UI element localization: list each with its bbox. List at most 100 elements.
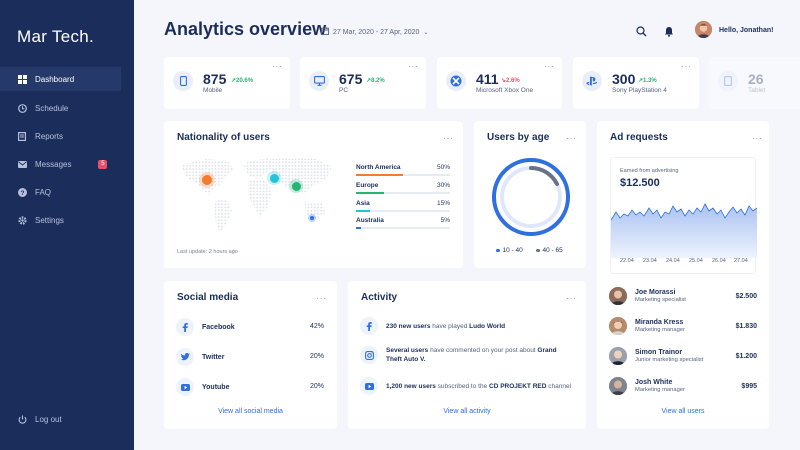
ad-subtitle: Earned from advertising xyxy=(620,168,679,174)
nationality-row: North America 50% xyxy=(356,164,450,176)
messages-badge: 5 xyxy=(98,159,108,169)
avatar xyxy=(609,377,627,395)
region-pct: 50% xyxy=(436,164,450,171)
card-title: Social media xyxy=(177,292,239,303)
calendar-icon xyxy=(321,27,329,37)
activity-item[interactable]: 230 new users have played Ludo World xyxy=(360,317,575,335)
legend-item: 10 - 40 xyxy=(496,247,523,254)
activity-text: 1,200 new users subscribed to the CD PRO… xyxy=(386,382,572,390)
users-by-age-card: Users by age ··· 10 - 40 40 - 65 xyxy=(474,121,586,268)
marker-north-america[interactable] xyxy=(199,172,215,188)
marker-europe[interactable] xyxy=(289,179,303,193)
sidebar-item-label: Dashboard xyxy=(35,74,75,84)
avatar xyxy=(609,287,627,305)
search-button[interactable] xyxy=(636,24,648,37)
sidebar: Mar Tech. Dashboard Schedule Reports Mes… xyxy=(0,0,134,450)
notifications-button[interactable] xyxy=(664,24,676,37)
region-bar xyxy=(356,210,371,212)
stat-change: ↘2.6% xyxy=(501,78,520,84)
user-name: Joe Morassi xyxy=(635,289,676,296)
card-title: Activity xyxy=(361,292,398,303)
more-options-icon[interactable]: ··· xyxy=(272,61,283,71)
page-title: Analytics overview xyxy=(164,19,327,39)
more-options-icon[interactable]: ··· xyxy=(408,61,419,71)
ad-amount: $12.500 xyxy=(620,177,660,189)
logout-button[interactable]: Log out xyxy=(0,407,121,431)
user-avatar[interactable] xyxy=(695,21,712,38)
more-options-icon[interactable]: ··· xyxy=(443,133,454,143)
x-tick-label: 26.04 xyxy=(712,258,726,264)
more-options-icon[interactable]: ··· xyxy=(566,133,577,143)
sidebar-item-schedule[interactable]: Schedule xyxy=(0,96,121,120)
more-options-icon[interactable]: ··· xyxy=(316,293,327,303)
more-options-icon[interactable]: ··· xyxy=(752,133,763,143)
marker-asia[interactable] xyxy=(267,171,281,185)
sidebar-item-messages[interactable]: Messages 5 xyxy=(0,152,121,176)
stat-label: Microsoft Xbox One xyxy=(476,87,534,94)
ad-area-chart xyxy=(611,203,757,258)
stat-card-playstation: 300 ↗1.3% Sony PlayStation 4 ··· xyxy=(573,57,699,109)
stat-value: 875 xyxy=(203,71,227,87)
social-name: Twitter xyxy=(202,353,225,361)
stat-card-xbox: 411 ↘2.6% Microsoft Xbox One ··· xyxy=(437,57,562,109)
user-greeting: Hello, Jonathan! xyxy=(719,27,774,34)
sidebar-item-label: Reports xyxy=(35,131,64,141)
region-name: Australia xyxy=(356,217,384,224)
social-row[interactable]: Twitter xyxy=(176,348,224,366)
social-row[interactable]: Facebook xyxy=(176,318,235,336)
stat-value: 26 xyxy=(748,71,764,87)
social-media-card: Social media ··· Facebook 42% Twitter 20… xyxy=(164,281,337,429)
view-all-social-link[interactable]: View all social media xyxy=(218,408,283,415)
question-icon: ? xyxy=(17,187,27,197)
user-name: Josh White xyxy=(635,379,673,386)
social-name: Youtube xyxy=(202,383,230,391)
marker-australia[interactable] xyxy=(308,214,316,222)
activity-item[interactable]: Several users have commented on your pos… xyxy=(360,346,570,364)
activity-item[interactable]: 1,200 new users subscribed to the CD PRO… xyxy=(360,377,585,395)
activity-card: Activity ··· 230 new users have played L… xyxy=(348,281,586,429)
ad-requests-card: Ad requests ··· Earned from advertising … xyxy=(597,121,769,429)
chevron-down-icon: ⌄ xyxy=(423,29,429,36)
region-name: Asia xyxy=(356,200,370,207)
instagram-icon xyxy=(360,346,378,364)
x-tick-label: 24.04 xyxy=(666,258,680,264)
region-name: North America xyxy=(356,164,401,171)
view-all-users-link[interactable]: View all users xyxy=(661,408,705,415)
stat-label: PC xyxy=(339,87,349,94)
x-tick-label: 23.04 xyxy=(643,258,657,264)
view-all-activity-link[interactable]: View all activity xyxy=(443,408,491,415)
sidebar-item-label: Schedule xyxy=(35,103,69,113)
ad-chart-panel: Earned from advertising $12.500 22.04 23… xyxy=(610,157,757,274)
user-row[interactable]: Josh White Marketing manager xyxy=(609,377,757,395)
user-role: Marketing manager xyxy=(635,387,685,393)
more-options-icon[interactable]: ··· xyxy=(544,61,555,71)
region-pct: 5% xyxy=(440,217,450,224)
more-options-icon[interactable]: ··· xyxy=(566,293,577,303)
more-options-icon[interactable]: ··· xyxy=(681,61,692,71)
sidebar-item-reports[interactable]: Reports xyxy=(0,124,121,148)
date-range-picker[interactable]: 27 Mar, 2020 - 27 Apr, 2020 ⌄ xyxy=(321,27,428,37)
user-row[interactable]: Joe Morassi Marketing specialist xyxy=(609,287,757,305)
sidebar-item-label: Messages xyxy=(35,159,72,169)
sidebar-item-label: FAQ xyxy=(35,187,52,197)
search-icon xyxy=(636,26,647,37)
legend-item: 40 - 65 xyxy=(536,247,563,254)
user-row[interactable]: Miranda Kress Marketing manager xyxy=(609,317,757,335)
sidebar-item-settings[interactable]: Settings xyxy=(0,208,121,232)
legend-dot xyxy=(496,248,500,253)
tablet-icon xyxy=(718,71,738,91)
sidebar-item-dashboard[interactable]: Dashboard xyxy=(0,67,121,91)
svg-text:?: ? xyxy=(20,190,24,197)
playstation-icon xyxy=(582,71,602,91)
user-name: Simon Trainor xyxy=(635,349,683,356)
user-row[interactable]: Simon Trainor Junior marketing specialist xyxy=(609,347,757,365)
nationality-card: Nationality of users ··· North America 50… xyxy=(164,121,463,268)
region-pct: 30% xyxy=(436,182,450,189)
stat-change: ↗8.2% xyxy=(366,78,385,84)
last-update-note: Last update: 2 hours ago xyxy=(177,249,238,255)
social-row[interactable]: Youtube xyxy=(176,378,229,396)
sidebar-item-faq[interactable]: ? FAQ xyxy=(0,180,121,204)
sidebar-item-label: Settings xyxy=(35,215,64,225)
twitter-icon xyxy=(176,348,194,366)
avatar xyxy=(609,347,627,365)
